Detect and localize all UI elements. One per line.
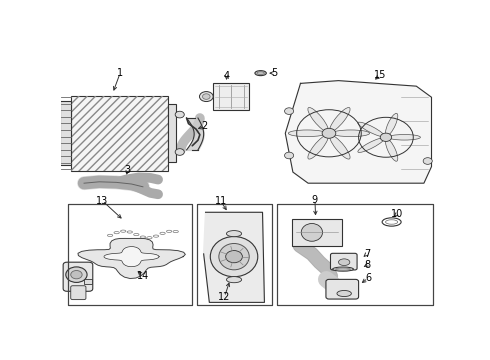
Text: 9: 9 bbox=[312, 195, 318, 205]
Circle shape bbox=[175, 149, 184, 155]
Ellipse shape bbox=[210, 237, 258, 277]
Ellipse shape bbox=[308, 108, 328, 131]
Ellipse shape bbox=[219, 243, 249, 270]
Ellipse shape bbox=[257, 72, 265, 75]
Text: 12: 12 bbox=[219, 292, 231, 302]
Text: 14: 14 bbox=[137, 271, 149, 281]
Bar bbox=[277, 204, 433, 305]
Bar bbox=[84, 279, 92, 284]
Polygon shape bbox=[78, 238, 185, 279]
Polygon shape bbox=[285, 81, 432, 183]
Circle shape bbox=[285, 152, 294, 159]
Ellipse shape bbox=[337, 291, 351, 297]
Circle shape bbox=[199, 91, 213, 102]
Circle shape bbox=[202, 94, 210, 99]
Bar bbox=[71, 96, 168, 171]
Ellipse shape bbox=[301, 224, 322, 241]
Ellipse shape bbox=[226, 231, 242, 237]
Ellipse shape bbox=[386, 113, 398, 136]
Text: 2: 2 bbox=[202, 121, 208, 131]
Bar bbox=[68, 204, 192, 305]
Bar bbox=[68, 204, 192, 305]
Text: 3: 3 bbox=[124, 165, 131, 175]
Ellipse shape bbox=[386, 139, 398, 161]
Ellipse shape bbox=[388, 135, 420, 140]
Text: 1: 1 bbox=[117, 68, 123, 78]
FancyBboxPatch shape bbox=[63, 262, 93, 291]
Text: 10: 10 bbox=[391, 209, 403, 219]
FancyBboxPatch shape bbox=[326, 279, 359, 299]
Circle shape bbox=[380, 133, 392, 141]
Ellipse shape bbox=[336, 268, 351, 270]
Text: 13: 13 bbox=[96, 195, 108, 206]
Ellipse shape bbox=[358, 138, 384, 152]
Ellipse shape bbox=[308, 135, 328, 159]
Ellipse shape bbox=[330, 108, 350, 131]
Text: 4: 4 bbox=[223, 71, 229, 81]
Ellipse shape bbox=[255, 71, 267, 76]
Circle shape bbox=[66, 267, 87, 283]
Ellipse shape bbox=[333, 267, 353, 271]
Circle shape bbox=[226, 251, 243, 263]
Text: 8: 8 bbox=[364, 260, 370, 270]
Circle shape bbox=[285, 108, 294, 114]
Ellipse shape bbox=[288, 130, 326, 136]
Circle shape bbox=[175, 111, 184, 118]
Polygon shape bbox=[104, 247, 159, 267]
Circle shape bbox=[322, 128, 336, 138]
Text: 6: 6 bbox=[365, 273, 371, 283]
Ellipse shape bbox=[330, 135, 350, 159]
Ellipse shape bbox=[332, 130, 369, 136]
Polygon shape bbox=[204, 212, 265, 302]
Circle shape bbox=[423, 158, 432, 164]
Ellipse shape bbox=[358, 122, 384, 137]
Bar bbox=[197, 204, 272, 305]
FancyBboxPatch shape bbox=[330, 253, 357, 270]
Bar bbox=[292, 219, 342, 246]
Ellipse shape bbox=[339, 259, 350, 266]
Text: 7: 7 bbox=[364, 249, 370, 259]
Text: 11: 11 bbox=[215, 196, 227, 206]
Bar bbox=[60, 102, 71, 165]
Text: 15: 15 bbox=[374, 70, 387, 80]
Bar bbox=[277, 204, 433, 305]
FancyBboxPatch shape bbox=[71, 286, 86, 300]
Circle shape bbox=[71, 270, 82, 279]
Ellipse shape bbox=[226, 276, 242, 283]
Bar bbox=[197, 204, 272, 305]
Bar bbox=[71, 96, 168, 171]
Text: 5: 5 bbox=[271, 68, 277, 78]
Bar bbox=[168, 104, 176, 162]
Bar bbox=[213, 84, 249, 110]
